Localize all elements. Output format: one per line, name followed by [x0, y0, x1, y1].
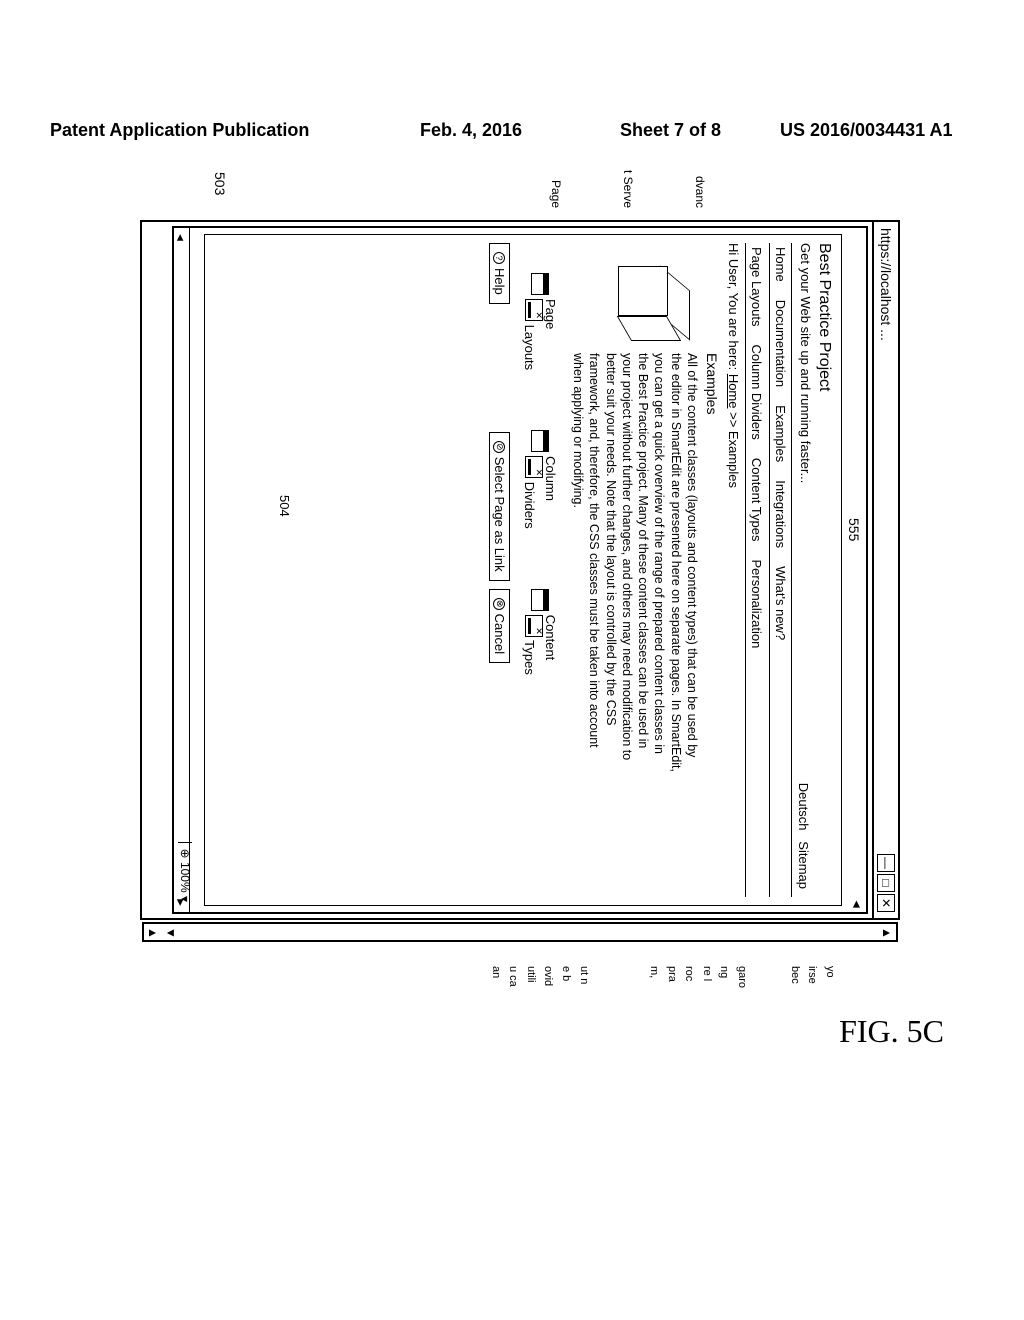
- callout-555: 555: [846, 518, 862, 541]
- select-page-link-button[interactable]: ⊘Select Page as Link: [489, 432, 510, 581]
- bottom-bar: ?Help 504 ⊘Select Page as Link ⊗Cancel: [489, 243, 510, 897]
- scroll-left-icon[interactable]: ◄: [175, 232, 187, 243]
- window-icon: [531, 589, 549, 611]
- sitemap-link[interactable]: Sitemap: [796, 841, 811, 889]
- cancel-button[interactable]: ⊗Cancel: [489, 589, 510, 663]
- scroll-left-icon[interactable]: ◄: [850, 898, 864, 910]
- breadcrumb-prefix: Hi User, You are here:: [726, 243, 741, 374]
- help-button[interactable]: ?Help: [489, 243, 510, 304]
- titlebar: https://localhost ... — □ ✕: [872, 222, 898, 918]
- pub-num: US 2016/0034431 A1: [780, 120, 952, 141]
- url-bar[interactable]: https://localhost ...: [878, 228, 894, 341]
- nav-primary: Home Documentation Examples Integrations…: [769, 243, 792, 897]
- callout-503: 503: [212, 172, 228, 195]
- window-icon: [531, 430, 549, 452]
- forbid-icon: ⊘: [494, 441, 506, 453]
- window-icon: [531, 273, 549, 295]
- project-title: Best Practice Project: [815, 243, 833, 897]
- scroll-down-icon[interactable]: ▼: [164, 927, 178, 939]
- maximize-icon[interactable]: □: [877, 874, 895, 892]
- right-clip-text: yoirsebec garongre l rocpram, ut ne bovi…: [486, 966, 838, 988]
- scroll-right-icon[interactable]: ►: [175, 897, 187, 908]
- figure-label: FIG. 5C: [839, 1013, 944, 1050]
- nav-examples[interactable]: Examples: [773, 401, 788, 466]
- breadcrumb-sep: >>: [726, 409, 741, 431]
- callout-504: 504: [277, 495, 292, 517]
- pub-date: Feb. 4, 2016: [420, 120, 522, 141]
- content-frame: ◄ 555 Best Practice Project Get your Web…: [172, 226, 868, 914]
- pub-type: Patent Application Publication: [50, 120, 309, 141]
- icon-row: Page Layouts Column Dividers Content Typ…: [522, 273, 558, 897]
- nav-home[interactable]: Home: [773, 243, 788, 286]
- scroll-up-icon[interactable]: ▲: [880, 927, 894, 939]
- nav-documentation[interactable]: Documentation: [773, 296, 788, 391]
- left-clip-text: dvanc t Serve Page: [538, 170, 718, 208]
- minimize-icon[interactable]: —: [877, 854, 895, 872]
- window-x-icon: [525, 299, 543, 321]
- lang-deutsch[interactable]: Deutsch: [796, 783, 811, 831]
- close-icon[interactable]: ✕: [877, 894, 895, 912]
- outer-scrollbar[interactable]: ▲ ▼ ▲: [142, 922, 898, 942]
- window-controls: — □ ✕: [877, 854, 895, 912]
- lang-links: Deutsch Sitemap: [796, 783, 811, 889]
- nav-whats-new[interactable]: What's new?: [773, 562, 788, 644]
- help-icon: ?: [494, 252, 506, 264]
- icon-column-dividers[interactable]: Column Dividers: [522, 430, 558, 529]
- nav-secondary: Page Layouts Column Dividers Content Typ…: [745, 243, 767, 897]
- nav-column-dividers[interactable]: Column Dividers: [749, 341, 764, 444]
- breadcrumb-current: Examples: [726, 431, 741, 488]
- icon-page-layouts[interactable]: Page Layouts: [522, 273, 558, 370]
- sheet-info: Sheet 7 of 8: [620, 120, 721, 141]
- icon-content-types[interactable]: Content Types: [522, 589, 558, 675]
- breadcrumb: Hi User, You are here: Home >> Examples: [726, 243, 741, 897]
- nav-integrations[interactable]: Integrations: [773, 476, 788, 552]
- inner-bottom-scroll[interactable]: ◄ ►: [172, 228, 190, 912]
- body-text: All of the content classes (layouts and …: [570, 353, 700, 773]
- body-row: All of the content classes (layouts and …: [570, 243, 700, 897]
- scroll-down2-icon[interactable]: ▲: [146, 927, 160, 939]
- nav-content-types[interactable]: Content Types: [749, 454, 764, 546]
- window-x-icon: [525, 615, 543, 637]
- section-title: Examples: [704, 353, 720, 897]
- cancel-icon: ⊗: [494, 598, 506, 610]
- browser-window: https://localhost ... — □ ✕ ◄ 555 Best P…: [140, 220, 900, 920]
- breadcrumb-home[interactable]: Home: [726, 374, 741, 409]
- cube-illustration: [600, 243, 700, 343]
- nav-page-layouts[interactable]: Page Layouts: [749, 243, 764, 331]
- content-area: Best Practice Project Get your Web site …: [204, 234, 842, 906]
- nav-personalization[interactable]: Personalization: [749, 555, 764, 652]
- window-x-icon: [525, 456, 543, 478]
